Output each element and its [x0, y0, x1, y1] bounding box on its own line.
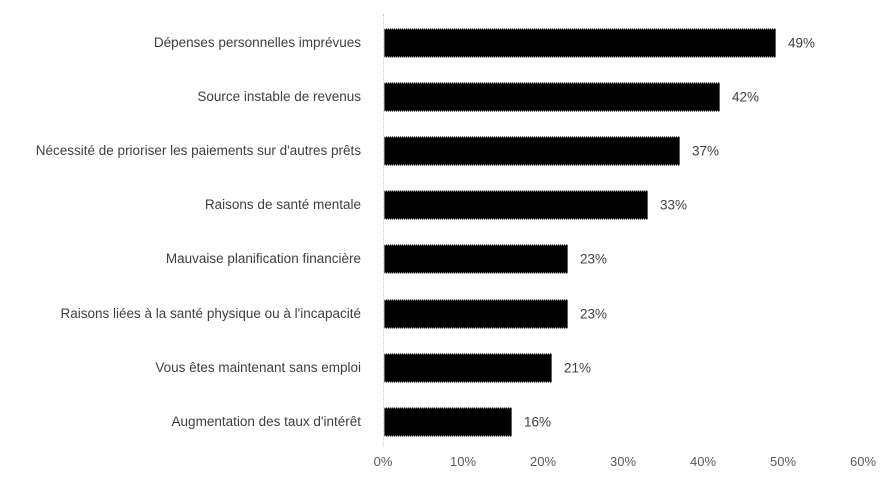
bar	[384, 244, 568, 274]
category-label: Raisons liées à la santé physique ou à l…	[60, 305, 361, 321]
x-axis-tick-label: 10%	[449, 454, 477, 469]
bar	[384, 82, 720, 112]
value-label: 23%	[580, 251, 608, 267]
chart-row: Nécessité de prioriser les paiements sur…	[0, 124, 895, 178]
value-label: 21%	[564, 360, 592, 376]
value-label: 37%	[692, 143, 720, 159]
bar	[384, 190, 648, 220]
value-label: 33%	[660, 197, 688, 213]
category-label: Dépenses personnelles imprévues	[153, 35, 361, 51]
x-axis-tick-label: 40%	[689, 454, 717, 469]
category-label: Nécessité de prioriser les paiements sur…	[35, 143, 361, 159]
chart-row: Raisons de santé mentale 33%	[0, 178, 895, 232]
bar	[384, 28, 776, 58]
bar	[384, 407, 512, 437]
chart-row: Vous êtes maintenant sans emploi 21%	[0, 341, 895, 395]
category-label: Raisons de santé mentale	[204, 197, 361, 213]
bar	[384, 136, 680, 166]
category-label: Source instable de revenus	[197, 89, 361, 105]
x-axis-tick-label: 20%	[529, 454, 557, 469]
x-axis-tick-label: 30%	[609, 454, 637, 469]
x-axis-tick-label: 60%	[849, 454, 877, 469]
chart-row: Mauvaise planification financière 23%	[0, 232, 895, 286]
bar	[384, 353, 552, 383]
x-axis-tick-label: 0%	[373, 454, 393, 469]
x-axis-tick-label: 50%	[769, 454, 797, 469]
value-label: 49%	[788, 35, 816, 51]
chart-row: Source instable de revenus 42%	[0, 70, 895, 124]
chart-row: Augmentation des taux d'intérêt 16%	[0, 395, 895, 449]
value-label: 42%	[732, 89, 760, 105]
bar	[384, 299, 568, 329]
y-axis-line	[383, 14, 384, 446]
category-label: Augmentation des taux d'intérêt	[171, 413, 361, 429]
category-label: Vous êtes maintenant sans emploi	[155, 359, 361, 375]
value-label: 16%	[524, 414, 552, 430]
chart-row: Raisons liées à la santé physique ou à l…	[0, 287, 895, 341]
category-label: Mauvaise planification financière	[165, 251, 361, 267]
chart-row: Dépenses personnelles imprévues 49%	[0, 16, 895, 70]
value-label: 23%	[580, 306, 608, 322]
